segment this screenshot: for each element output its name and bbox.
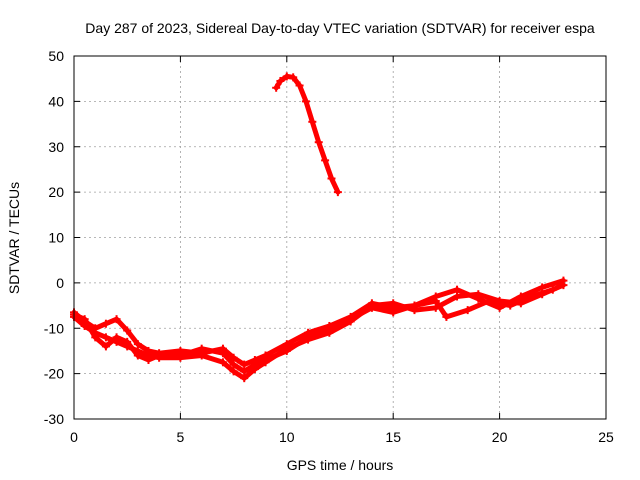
data-point [229,353,238,362]
data-point [133,340,142,349]
series-upper-arc [272,72,342,197]
data-point [91,333,100,342]
data-point [240,374,249,383]
data-point [229,360,238,369]
data-point [144,346,153,355]
data-point [229,367,238,376]
data-point [442,312,451,321]
data-point [282,346,291,355]
data-point [325,324,334,333]
x-tick-label: 0 [70,429,78,445]
data-point [250,360,259,369]
data-point [295,81,304,90]
data-point [453,285,462,294]
data-point [155,351,164,360]
data-point [346,315,355,324]
data-point [80,315,89,324]
x-tick-label: 20 [492,429,508,445]
data-point [112,333,121,342]
y-tick-label: -20 [44,366,64,382]
data-point [144,356,153,365]
data-point [304,333,313,342]
data-point [123,337,132,346]
data-point [276,76,285,85]
data-point [261,356,270,365]
data-point [548,285,557,294]
series-line [71,278,566,368]
data-point [314,138,323,147]
data-point [289,73,298,82]
data-point [431,297,440,306]
data-point [133,351,142,360]
y-tick-label: 20 [48,184,64,200]
data-point [527,292,536,301]
x-tick-label: 25 [598,429,614,445]
data-point [367,303,376,312]
data-point [506,301,515,310]
data-point [240,360,249,369]
data-point [101,342,110,351]
y-tick-label: 50 [48,48,64,64]
x-tick-label: 5 [177,429,185,445]
series-line [273,73,341,195]
data-series [70,72,568,383]
data-point [559,276,568,285]
series-track-b [70,276,568,369]
data-point [197,344,206,353]
data-point [101,333,110,342]
chart-title: Day 287 of 2023, Sidereal Day-to-day VTE… [85,20,595,36]
data-point [101,319,110,328]
x-tick-label: 15 [385,429,401,445]
data-point [463,306,472,315]
x-tick-label: 10 [279,429,295,445]
data-point [321,156,330,165]
y-tick-label: 40 [48,93,64,109]
data-point [308,117,317,126]
y-tick-label: 30 [48,139,64,155]
data-point [282,340,291,349]
data-point [538,283,547,292]
data-point [240,367,249,376]
grid-lines [74,56,606,419]
data-point [327,174,336,183]
series-track-c [70,285,557,376]
y-tick-label: -10 [44,320,64,336]
data-point [333,188,342,197]
data-point [474,294,483,303]
y-axis-label: SDTVAR / TECUs [6,182,22,294]
data-point [453,292,462,301]
data-point [112,315,121,324]
data-point [272,83,281,92]
y-tick-label: -30 [44,411,64,427]
data-point [218,358,227,367]
data-point [218,349,227,358]
axis-ticks: 0 5 10 15 20 25 -30 -20 -10 0 10 20 30 40 50 [44,48,614,445]
data-point [484,297,493,306]
y-tick-label: 10 [48,230,64,246]
data-point [123,326,132,335]
x-axis-label: GPS time / hours [287,457,394,473]
data-point [176,351,185,360]
y-tick-label: 0 [56,275,64,291]
data-point [389,308,398,317]
data-point [410,301,419,310]
data-point [301,97,310,106]
